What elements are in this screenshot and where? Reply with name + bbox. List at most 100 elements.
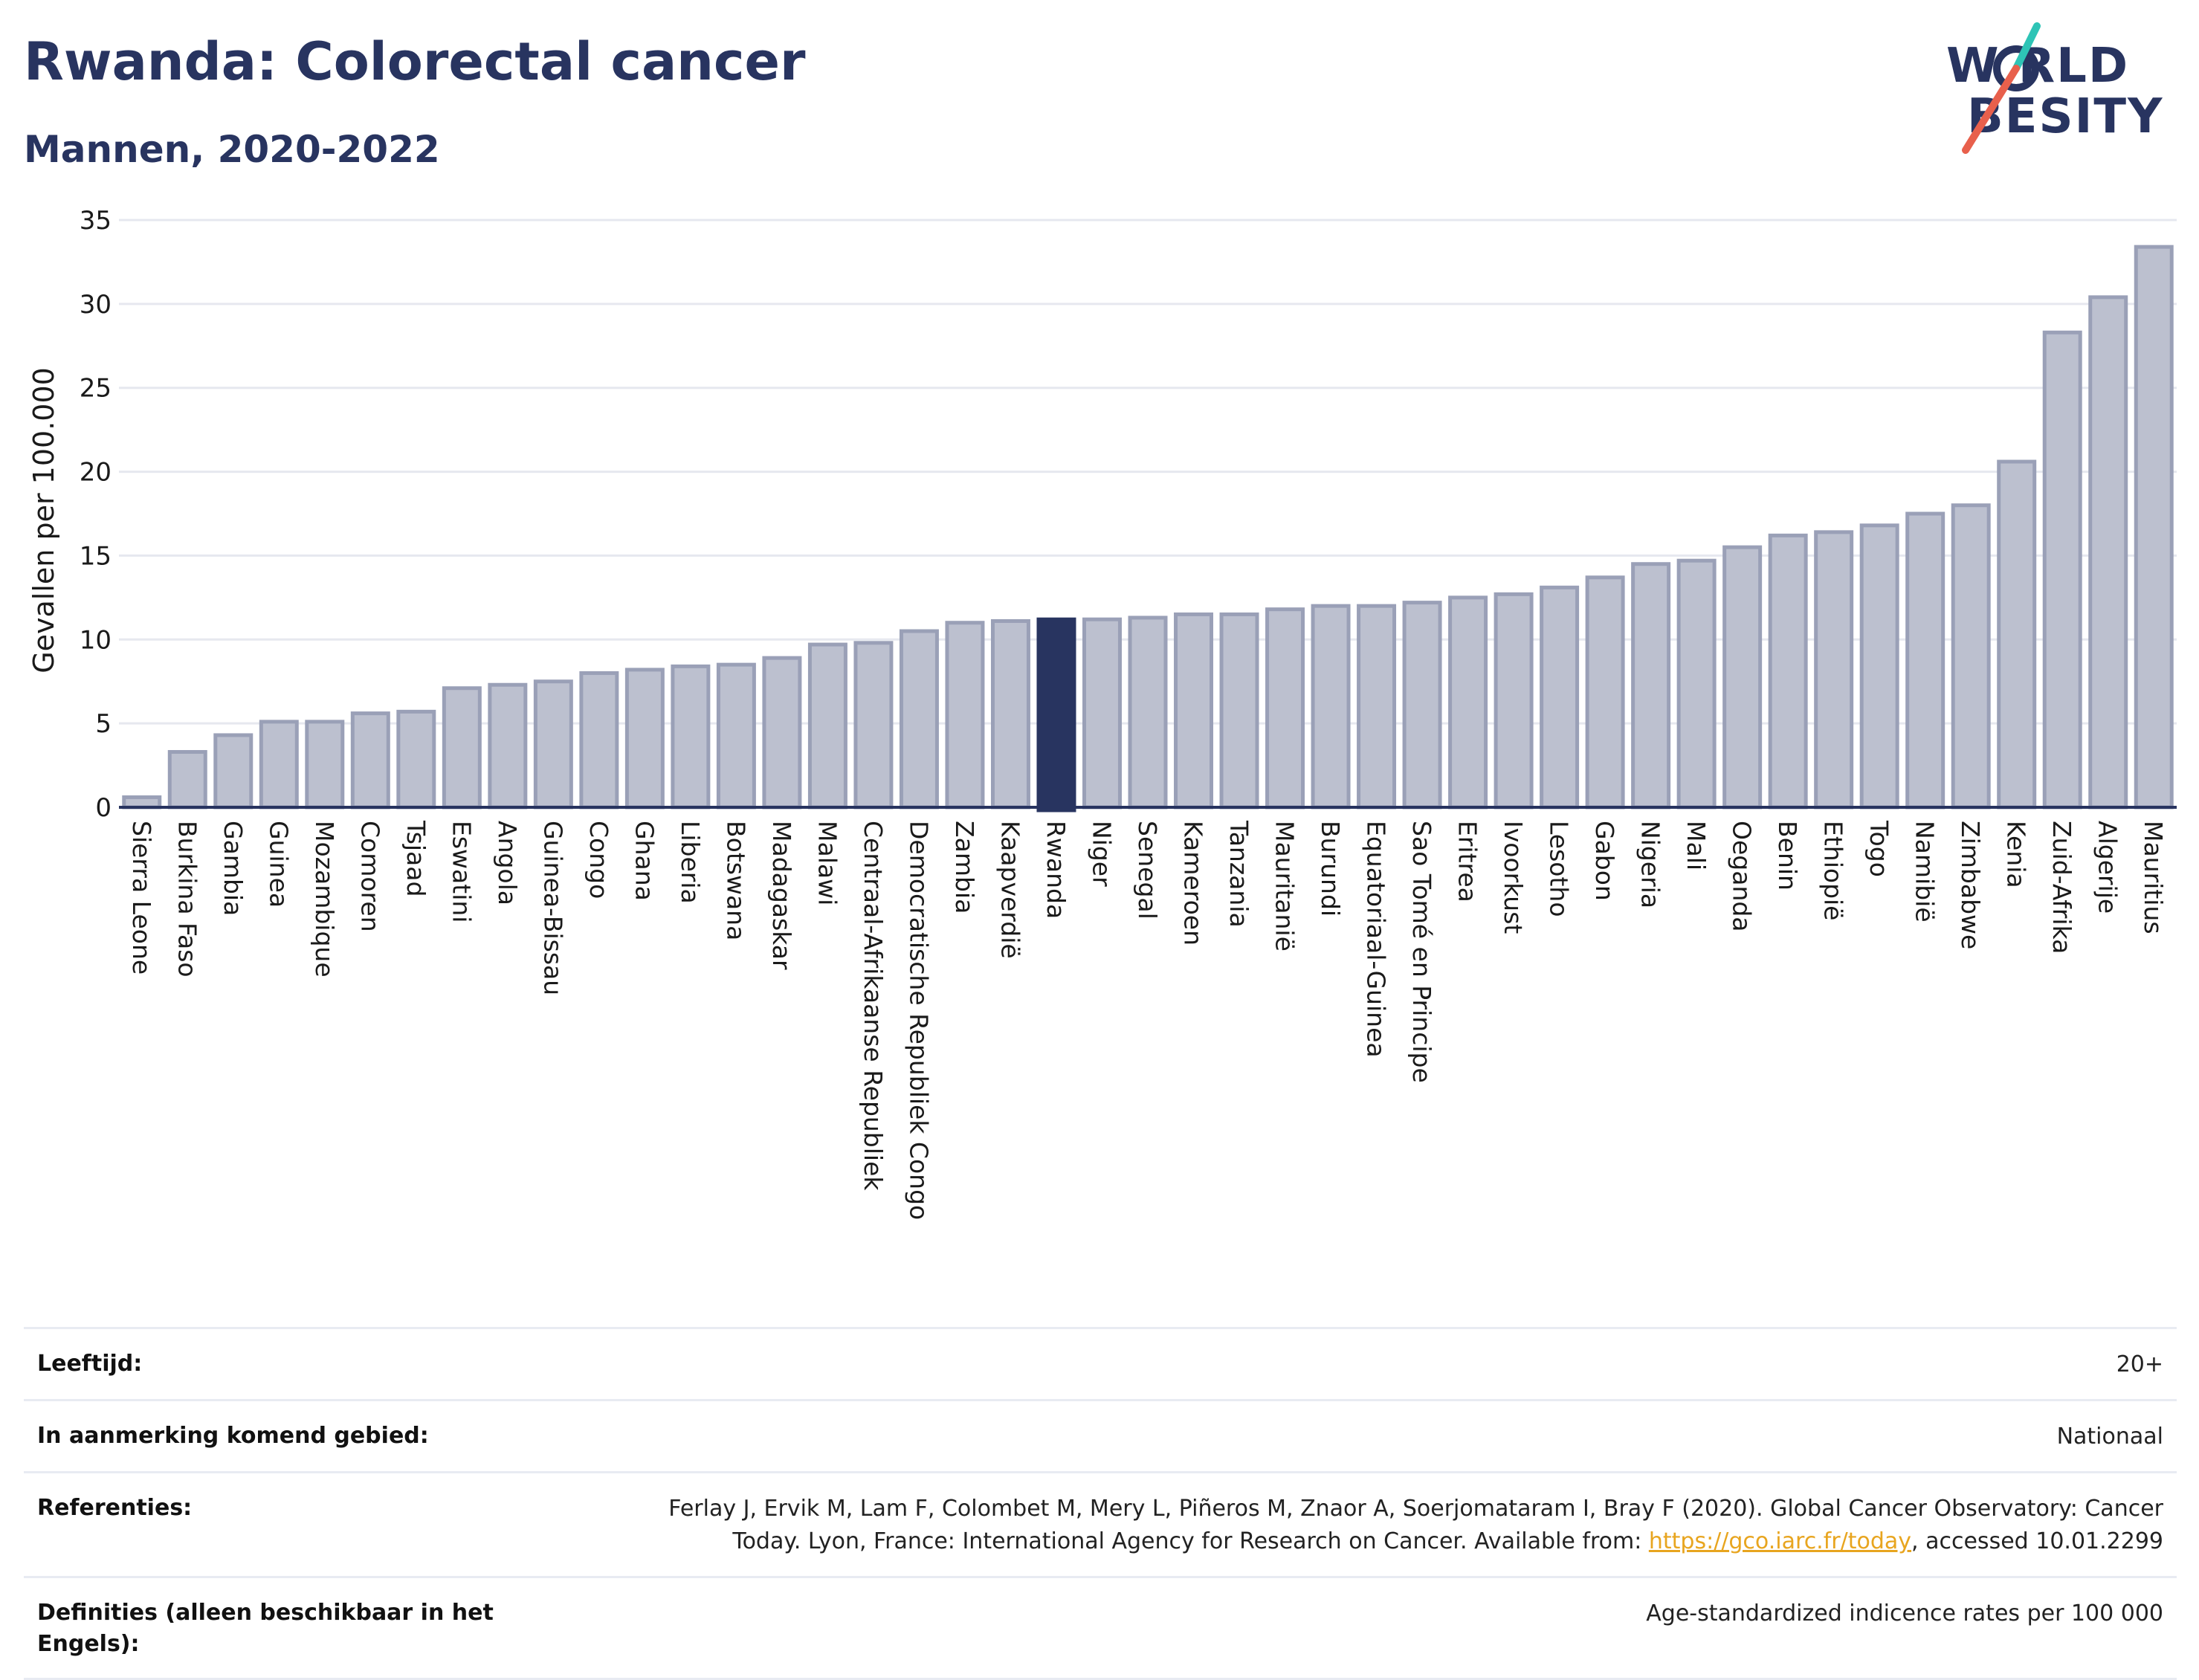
logo-slash-icon (1962, 22, 2041, 154)
x-tick-label: Guinea-Bissau (538, 821, 567, 995)
bar-zambia (945, 621, 985, 810)
bar-oeganda (1722, 545, 1763, 810)
y-tick-label: 25 (80, 374, 112, 404)
bar-mauritani- (1265, 607, 1305, 810)
bar-mali (1676, 558, 1717, 810)
meta-value-area: Nationaal (2056, 1424, 2163, 1450)
x-tick-label: Gabon (1590, 821, 1619, 901)
bar-tanzania (1219, 612, 1259, 810)
bar-togo (1859, 523, 1899, 810)
x-tick-label: Benin (1773, 821, 1802, 891)
x-tick-label: Niger (1087, 821, 1116, 887)
reference-link[interactable]: https://gco.iarc.fr/today (1648, 1528, 1912, 1554)
x-tick-label: Mali (1682, 821, 1711, 870)
y-tick-label: 0 (95, 793, 112, 823)
x-tick-label: Burundi (1316, 821, 1345, 917)
meta-label-area: In aanmerking komend gebied: (37, 1423, 429, 1449)
meta-label-definitions: Definities (alleen beschikbaar in het En… (37, 1600, 494, 1657)
meta-row-definitions: Definities (alleen beschikbaar in het En… (24, 1576, 2177, 1680)
x-tick-label: Mauritius (2139, 821, 2168, 934)
bar-botswana (716, 662, 756, 810)
y-tick-label: 20 (80, 458, 112, 488)
bar-democratische-republiek-congo (899, 629, 939, 810)
y-axis-ticks: 0 5 10 15 20 25 30 35 (80, 206, 112, 823)
x-tick-label: Gambia (219, 821, 248, 916)
x-tick-label: Liberia (676, 821, 705, 904)
bar-guinea (259, 720, 299, 810)
x-tick-label: Kaapverdië (995, 821, 1024, 959)
meta-value-definitions: Age-standardized indicence rates per 100… (1646, 1600, 2163, 1626)
bar-eswatini (442, 686, 482, 810)
reference-line-2: Today. Lyon, France: International Agenc… (528, 1525, 2163, 1558)
bar-algerije (2088, 295, 2128, 810)
x-tick-label: Ethiopië (1819, 821, 1848, 920)
bar-sao-tom-en-principe (1402, 601, 1442, 810)
reference-line-2-pre: Today. Lyon, France: International Agenc… (732, 1528, 1649, 1554)
chart-title: Rwanda: Colorectal cancer (24, 31, 806, 92)
meta-value-references: Ferlay J, Ervik M, Lam F, Colombet M, Me… (528, 1493, 2163, 1558)
bar-zimbabwe (1951, 503, 1991, 810)
x-tick-label: Ghana (630, 821, 659, 901)
bar-zuid-afrika (2042, 330, 2082, 810)
x-tick-label: Kameroen (1179, 821, 1208, 946)
x-tick-label: Rwanda (1042, 821, 1071, 919)
reference-line-1: Ferlay J, Ervik M, Lam F, Colombet M, Me… (668, 1496, 2163, 1522)
bar-mozambique (305, 720, 345, 810)
meta-row-references: Referenties: Ferlay J, Ervik M, Lam F, C… (24, 1471, 2177, 1576)
bar-kaapverdi- (990, 618, 1030, 810)
bar-namibi- (1905, 511, 1945, 810)
metadata-table: Leeftijd: 20+ In aanmerking komend gebie… (24, 1327, 2177, 1680)
bar-comoren (350, 711, 390, 810)
y-axis-title: Gevallen per 100.000 (28, 367, 60, 673)
y-tick-label: 35 (80, 206, 112, 236)
bar-niger (1082, 617, 1122, 810)
bar-eritrea (1448, 595, 1488, 810)
meta-row-age: Leeftijd: 20+ (24, 1327, 2177, 1399)
x-tick-label: Malawi (813, 821, 842, 905)
x-tick-label: Angola (493, 821, 522, 905)
x-tick-label: Zuid-Afrika (2047, 821, 2076, 954)
meta-label-age: Leeftijd: (37, 1351, 143, 1377)
x-tick-label: Zimbabwe (1956, 821, 1985, 949)
x-tick-label: Comoren (355, 821, 384, 932)
bar-ethiopi- (1814, 530, 1854, 810)
x-tick-label: Burkina Faso (172, 821, 201, 978)
meta-row-area: In aanmerking komend gebied: Nationaal (24, 1399, 2177, 1471)
x-tick-label: Madagaskar (767, 821, 796, 970)
x-tick-label: Tsjaad (401, 820, 430, 896)
x-tick-label: Senegal (1133, 821, 1162, 920)
bar-rwanda (1036, 617, 1076, 812)
y-tick-label: 5 (95, 709, 112, 739)
x-tick-label: Kenia (2002, 821, 2031, 888)
x-tick-label: Namibië (1911, 821, 1940, 923)
x-tick-label: Togo (1864, 820, 1893, 877)
x-tick-label: Lesotho (1545, 821, 1574, 917)
x-tick-label: Oeganda (1728, 821, 1757, 932)
bar-kameroen (1174, 612, 1214, 810)
x-tick-label: Eritrea (1453, 821, 1482, 902)
x-tick-label: Mozambique (310, 821, 339, 978)
chart-subtitle: Mannen, 2020-2022 (24, 128, 440, 171)
x-tick-label: Mauritanië (1270, 821, 1299, 952)
bar-tsjaad (396, 709, 436, 810)
bar-malawi (807, 642, 847, 810)
x-tick-label: Equatoriaal-Guinea (1362, 821, 1391, 1058)
x-tick-label: Sao Tomé en Principe (1407, 821, 1436, 1083)
world-obesity-logo: W RLD BESITY (1933, 22, 2186, 156)
bar-kenia (1997, 459, 2037, 810)
bar-burkina-faso (167, 750, 207, 810)
bar-liberia (671, 664, 711, 810)
bar-mauritius (2134, 245, 2174, 810)
bar-congo (579, 671, 619, 810)
bar-lesotho (1540, 585, 1580, 810)
x-axis-labels: Sierra Leone Burkina Faso Gambia Guinea Moza… (127, 820, 2168, 1220)
x-tick-label: Centraal-Afrikaanse Republiek (859, 821, 888, 1191)
bar-ivoorkust (1494, 592, 1534, 810)
bar-sierra-leone (122, 795, 162, 810)
x-tick-label: Botswana (721, 821, 750, 940)
bar-guinea-bissau (533, 679, 573, 810)
y-tick-label: 30 (80, 290, 112, 320)
bar-chart: 0 5 10 15 20 25 30 35 Gevallen per 100.000 Sier… (28, 206, 2177, 1220)
bar-gabon (1585, 575, 1625, 810)
x-tick-label: Congo (584, 821, 613, 899)
